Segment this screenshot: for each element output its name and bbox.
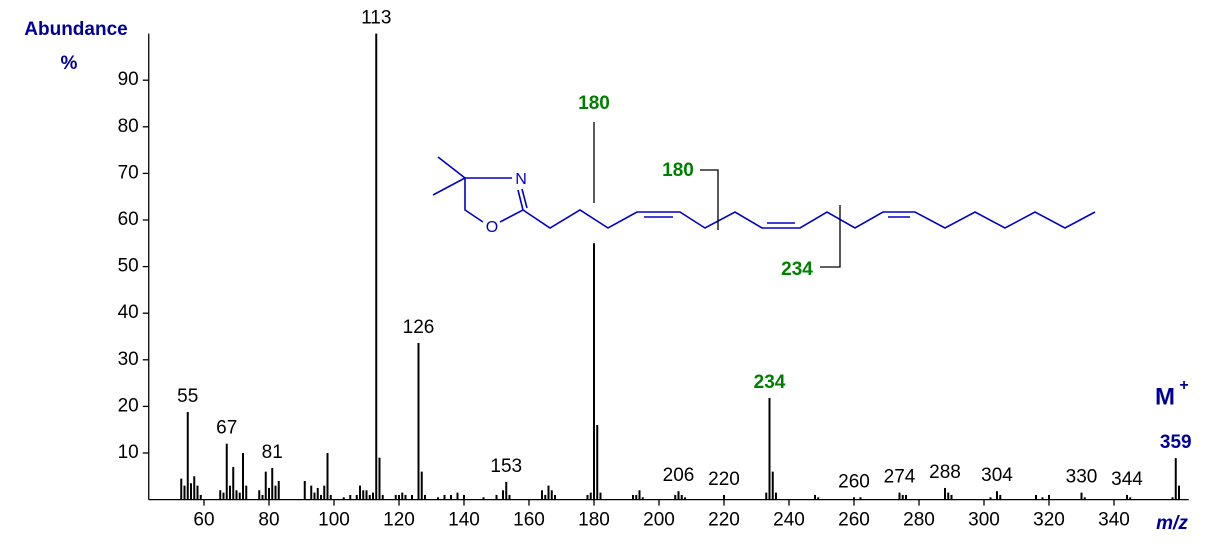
x-tick-label: 100: [318, 510, 350, 531]
peak-label: 55: [177, 386, 198, 407]
peak-label: 126: [403, 317, 435, 338]
structure: N O 180 234: [432, 156, 1096, 280]
peak-label: 234: [754, 372, 786, 393]
x-tick-label: 280: [903, 510, 935, 531]
cleavage-line: [820, 205, 841, 268]
ring-bonds: [464, 177, 512, 223]
molecular-ion-label: M: [1155, 383, 1175, 410]
cleavage-line: [700, 169, 719, 230]
x-tick-label: 160: [513, 510, 545, 531]
x-tick-label: 200: [643, 510, 675, 531]
fragment-label: 234: [781, 259, 813, 280]
peak-label: 288: [929, 462, 961, 483]
x-tick-label: 260: [838, 510, 870, 531]
atom-label: N: [515, 171, 527, 188]
y-tick-label: 40: [118, 302, 139, 323]
peak-label: 153: [490, 456, 522, 477]
x-tick-label: 340: [1098, 510, 1130, 531]
x-tick-label: 180: [578, 510, 610, 531]
ring-bonds: [499, 189, 524, 223]
fragment-label: 180: [662, 160, 694, 181]
y-axis-unit: %: [61, 53, 78, 74]
peak-label: 274: [884, 467, 916, 488]
y-tick-label: 20: [118, 395, 139, 416]
y-tick-label: 30: [118, 349, 139, 370]
y-tick-label: 90: [118, 69, 139, 90]
peak-label: 220: [708, 469, 740, 490]
x-tick-label: 60: [193, 510, 214, 531]
y-tick-label: 60: [118, 209, 139, 230]
x-tick-label: 300: [968, 510, 1000, 531]
molecular-ion-charge: +: [1179, 377, 1188, 394]
double-bond: [521, 188, 528, 209]
y-tick-label: 50: [118, 256, 139, 277]
peak-label: 359: [1160, 432, 1192, 453]
peak-label: 206: [663, 465, 695, 486]
methyl-bonds: [432, 156, 467, 196]
peak-label: 260: [838, 471, 870, 492]
chain-bonds: [522, 209, 1096, 229]
peak-label: 304: [981, 465, 1013, 486]
peak-label: 81: [262, 442, 283, 463]
peak-label: 67: [216, 418, 237, 439]
x-tick-label: 240: [773, 510, 805, 531]
x-tick-label: 120: [383, 510, 415, 531]
peak-label: 113: [361, 8, 391, 29]
y-tick-label: 70: [118, 162, 139, 183]
peak-label: 344: [1111, 469, 1143, 490]
y-axis-label: Abundance: [24, 19, 127, 40]
y-tick-label: 80: [118, 116, 139, 137]
x-tick-label: 320: [1033, 510, 1065, 531]
peak-label: 330: [1066, 467, 1098, 488]
x-tick-label: 220: [708, 510, 740, 531]
x-tick-label: 80: [258, 510, 279, 531]
y-tick-label: 10: [118, 442, 139, 463]
x-axis-label: m/z: [1156, 513, 1188, 534]
peak-label: 180: [578, 93, 610, 114]
atom-label: O: [486, 219, 498, 236]
x-tick-label: 140: [448, 510, 480, 531]
